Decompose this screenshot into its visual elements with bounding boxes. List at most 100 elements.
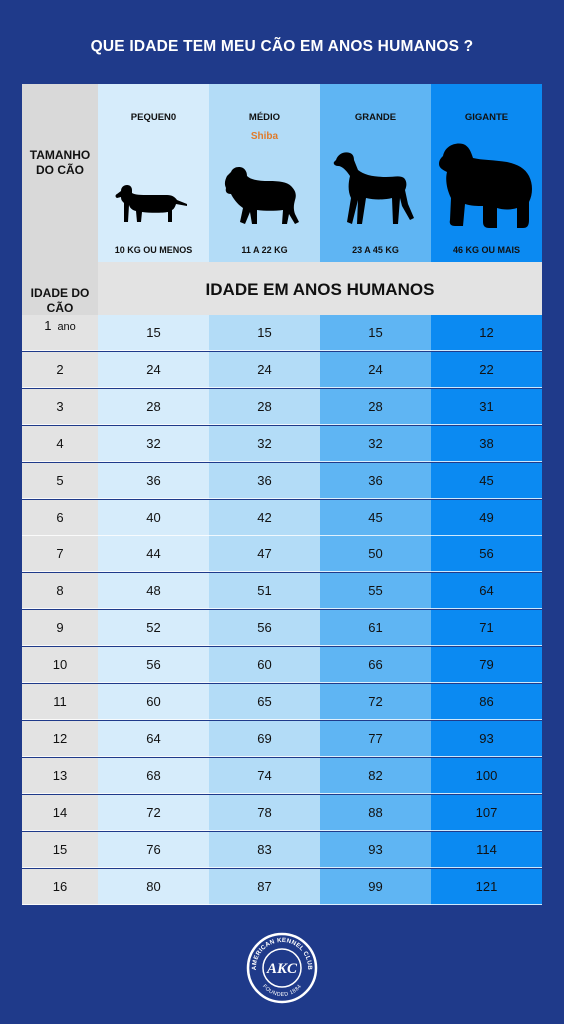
human-age-cell: 42 bbox=[209, 499, 320, 536]
human-age-cell: 79 bbox=[431, 647, 542, 684]
table-row: 10 56 60 66 79 bbox=[22, 647, 542, 684]
human-age-cell: 76 bbox=[98, 831, 209, 868]
human-age-cell: 15 bbox=[98, 315, 209, 351]
table-row: 1 ano 15 15 15 12 bbox=[22, 315, 542, 351]
human-age-cell: 71 bbox=[431, 610, 542, 647]
row-divider bbox=[22, 755, 542, 757]
human-age-cell: 36 bbox=[320, 462, 431, 499]
human-age-cell: 47 bbox=[209, 536, 320, 573]
human-age-cell: 77 bbox=[320, 720, 431, 757]
human-age-cell: 15 bbox=[209, 315, 320, 351]
human-age-cell: 83 bbox=[209, 831, 320, 868]
table-row: 4 32 32 32 38 bbox=[22, 425, 542, 462]
human-age-cell: 107 bbox=[431, 794, 542, 831]
human-age-cell: 36 bbox=[209, 462, 320, 499]
human-age-cell: 24 bbox=[209, 351, 320, 388]
human-age-header-cell: IDADE EM ANOS HUMANOS bbox=[98, 262, 542, 315]
human-age-cell: 61 bbox=[320, 610, 431, 647]
page-title: QUE IDADE TEM MEU CÃO EM ANOS HUMANOS ? bbox=[90, 38, 474, 55]
row-divider bbox=[22, 903, 542, 905]
human-age-cell: 82 bbox=[320, 757, 431, 794]
human-age-cell: 69 bbox=[209, 720, 320, 757]
human-age-cell: 44 bbox=[98, 536, 209, 573]
row-divider bbox=[22, 866, 542, 868]
row-divider bbox=[22, 608, 542, 610]
human-age-cell: 22 bbox=[431, 351, 542, 388]
table-row: 11 60 65 72 86 bbox=[22, 684, 542, 720]
pointer-silhouette-icon bbox=[333, 152, 414, 224]
size-label-cell: TAMANHO DO CÃO bbox=[22, 84, 98, 262]
age-header-row: IDADE DO CÃO IDADE EM ANOS HUMANOS bbox=[22, 262, 542, 315]
table-row: 14 72 78 88 107 bbox=[22, 794, 542, 831]
human-age-cell: 66 bbox=[320, 647, 431, 684]
human-age-cell: 49 bbox=[431, 499, 542, 536]
size-column-small: PEQUEN0 10 KG OU MENOS bbox=[98, 84, 209, 262]
table-row: 7 44 47 50 56 bbox=[22, 536, 542, 573]
spaniel-silhouette-icon bbox=[224, 167, 299, 224]
dog-age-cell: 15 bbox=[22, 831, 98, 868]
human-age-cell: 36 bbox=[98, 462, 209, 499]
row-divider bbox=[22, 829, 542, 831]
dog-age-cell: 12 bbox=[22, 720, 98, 757]
dog-age-cell: 1 ano bbox=[22, 315, 98, 351]
dog-age-cell: 2 bbox=[22, 351, 98, 388]
table-row: 13 68 74 82 100 bbox=[22, 757, 542, 794]
seal-outer-ring bbox=[246, 932, 318, 1004]
newfoundland-silhouette-icon bbox=[439, 143, 532, 228]
dog-age-cell: 13 bbox=[22, 757, 98, 794]
size-name-large: GRANDE bbox=[354, 112, 397, 123]
human-age-cell: 48 bbox=[98, 573, 209, 610]
dog-age-cell: 7 bbox=[22, 536, 98, 573]
dog-age-cell: 11 bbox=[22, 684, 98, 720]
size-header-row: TAMANHO DO CÃO PEQUEN0 10 KG OU MENOS MÉ… bbox=[22, 84, 542, 262]
table-row: 6 40 42 45 49 bbox=[22, 499, 542, 536]
size-example-medium: Shiba bbox=[250, 131, 279, 142]
dog-age-cell: 10 bbox=[22, 647, 98, 684]
size-weight-giant: 46 KG OU MAIS bbox=[452, 245, 520, 255]
age-label: IDADE DO CÃO bbox=[30, 286, 90, 315]
dog-age-cell: 5 bbox=[22, 462, 98, 499]
human-age-cell: 55 bbox=[320, 573, 431, 610]
row-divider bbox=[22, 386, 542, 388]
dachshund-silhouette-icon bbox=[115, 185, 187, 222]
dog-age-unit: ano bbox=[57, 321, 76, 333]
human-age-cell: 38 bbox=[431, 425, 542, 462]
row-divider bbox=[22, 534, 542, 536]
seal-inner-ring bbox=[262, 948, 302, 988]
seal-center-text: AKC bbox=[266, 961, 298, 977]
size-name-giant: GIGANTE bbox=[464, 112, 509, 123]
size-name-medium: MÉDIO bbox=[248, 112, 281, 123]
dog-age-cell: 9 bbox=[22, 610, 98, 647]
human-age-cell: 65 bbox=[209, 684, 320, 720]
dog-age-cell: 4 bbox=[22, 425, 98, 462]
human-age-cell: 100 bbox=[431, 757, 542, 794]
row-divider bbox=[22, 792, 542, 794]
table-row: 16 80 87 99 121 bbox=[22, 868, 542, 905]
row-divider bbox=[22, 423, 542, 425]
dog-age-cell: 8 bbox=[22, 573, 98, 610]
human-age-cell: 72 bbox=[320, 684, 431, 720]
human-age-cell: 93 bbox=[431, 720, 542, 757]
dog-age-cell: 6 bbox=[22, 499, 98, 536]
human-age-cell: 121 bbox=[431, 868, 542, 905]
akc-seal-logo: AMERICAN KENNEL CLUB FOUNDED 1884 AKC bbox=[246, 932, 318, 1004]
human-age-cell: 99 bbox=[320, 868, 431, 905]
row-divider bbox=[22, 350, 542, 351]
human-age-cell: 24 bbox=[98, 351, 209, 388]
human-age-cell: 86 bbox=[431, 684, 542, 720]
human-age-cell: 50 bbox=[320, 536, 431, 573]
human-age-cell: 78 bbox=[209, 794, 320, 831]
human-age-cell: 80 bbox=[98, 868, 209, 905]
size-name-small: PEQUEN0 bbox=[130, 112, 177, 123]
human-age-cell: 64 bbox=[431, 573, 542, 610]
dog-age-cell: 3 bbox=[22, 388, 98, 425]
table-row: 12 64 69 77 93 bbox=[22, 720, 542, 757]
row-divider bbox=[22, 497, 542, 499]
human-age-cell: 32 bbox=[320, 425, 431, 462]
row-divider bbox=[22, 571, 542, 573]
human-age-cell: 56 bbox=[98, 647, 209, 684]
human-age-cell: 51 bbox=[209, 573, 320, 610]
human-age-cell: 24 bbox=[320, 351, 431, 388]
human-age-cell: 68 bbox=[98, 757, 209, 794]
human-age-cell: 32 bbox=[98, 425, 209, 462]
